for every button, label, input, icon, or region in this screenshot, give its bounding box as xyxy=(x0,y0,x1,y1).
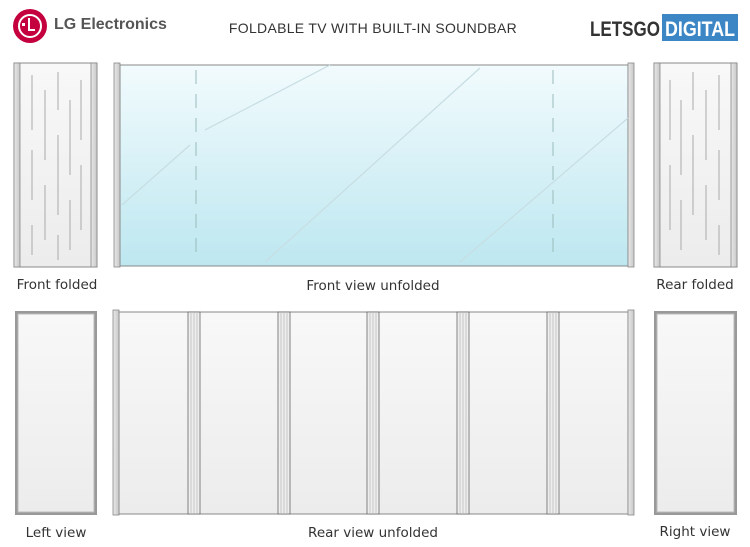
screen-glass xyxy=(119,64,629,267)
rear-folded-drawing xyxy=(653,62,738,268)
front-unfolded-drawing xyxy=(113,62,635,268)
hinge xyxy=(456,311,470,515)
label-rear-view-unfolded: Rear view unfolded xyxy=(308,525,438,541)
rear-unfolded-drawing xyxy=(112,309,635,516)
page-title: FOLDABLE TV WITH BUILT-IN SOUNDBAR xyxy=(229,20,517,36)
lg-logo: LG Electronics xyxy=(13,9,167,43)
hinges xyxy=(187,311,560,515)
label-left-view: Left view xyxy=(26,525,87,541)
lg-brand-text: LG Electronics xyxy=(54,16,167,33)
right-view-drawing xyxy=(654,311,737,515)
letsgo-digital-logo: LETSGO DIGITAL xyxy=(590,14,738,41)
left-view-drawing xyxy=(15,311,97,515)
letsgo-text: LETSGO xyxy=(590,18,660,41)
label-front-folded: Front folded xyxy=(17,277,98,293)
hinge xyxy=(277,311,291,515)
label-rear-folded: Rear folded xyxy=(656,277,733,293)
hinge xyxy=(187,311,201,515)
hinge xyxy=(546,311,560,515)
digital-text: DIGITAL xyxy=(665,18,735,41)
label-right-view: Right view xyxy=(660,524,731,540)
hinge xyxy=(366,311,380,515)
label-front-view-unfolded: Front view unfolded xyxy=(306,278,439,294)
front-folded-drawing xyxy=(13,62,98,268)
